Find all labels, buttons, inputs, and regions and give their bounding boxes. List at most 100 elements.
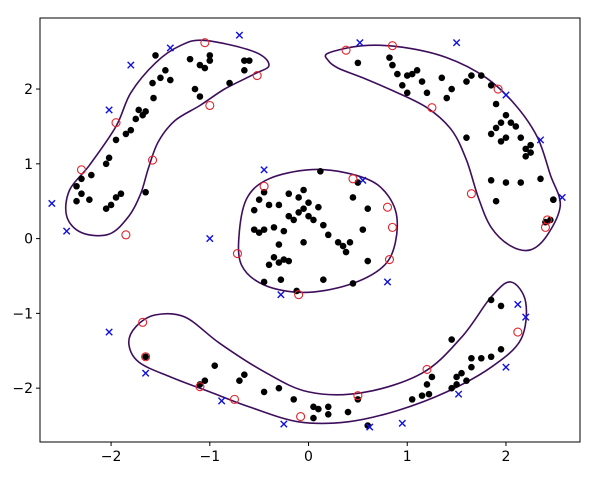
inlier-point xyxy=(497,138,505,145)
inlier-point xyxy=(250,206,258,214)
inlier-point xyxy=(275,384,283,392)
support-vector-point xyxy=(466,189,476,199)
inlier-point xyxy=(236,377,243,384)
inlier-point xyxy=(408,396,416,403)
inlier-point xyxy=(206,57,214,64)
inlier-point xyxy=(265,201,273,209)
outlier-point xyxy=(141,369,150,377)
inlier-point xyxy=(127,126,135,134)
inlier-point xyxy=(162,67,169,74)
support-vector-point xyxy=(382,202,393,212)
support-vector-point xyxy=(138,317,148,327)
inlier-point xyxy=(517,179,525,186)
outlier-stroke xyxy=(141,369,150,377)
support-vector-point xyxy=(259,181,269,191)
inlier-point xyxy=(324,411,332,418)
inlier-point xyxy=(139,111,146,119)
inlier-point xyxy=(468,354,475,362)
outlier-stroke xyxy=(356,38,364,47)
outlier-point xyxy=(105,328,113,336)
decision-boundaries xyxy=(64,39,562,425)
inlier-point xyxy=(260,278,268,286)
support-vector-point xyxy=(427,103,437,113)
support-vector-point xyxy=(387,41,397,51)
inlier-point xyxy=(285,190,293,198)
inlier-point xyxy=(463,78,470,85)
support-vector-point xyxy=(422,364,432,375)
inlier-point xyxy=(112,136,120,144)
inlier-point xyxy=(408,70,416,78)
inlier-point xyxy=(403,89,411,97)
inlier-point xyxy=(522,153,530,160)
outlier-point xyxy=(366,423,374,431)
support-vector-point xyxy=(513,327,523,337)
inlier-point xyxy=(550,196,557,204)
outlier-stroke xyxy=(536,136,545,144)
outlier-stroke xyxy=(166,44,175,52)
inlier-point xyxy=(522,145,530,153)
outlier-stroke xyxy=(206,234,214,243)
inlier-point xyxy=(487,296,495,304)
inlier-point xyxy=(201,64,209,72)
inlier-point xyxy=(86,196,93,204)
inlier-point xyxy=(492,124,500,132)
inlier-point xyxy=(453,381,460,388)
inlier-point xyxy=(102,205,110,212)
inlier-point xyxy=(73,182,80,190)
outlier-point xyxy=(48,199,56,208)
inlier-point xyxy=(497,345,505,353)
inlier-point xyxy=(295,194,302,201)
inlier-point xyxy=(122,130,130,138)
support-vector-point xyxy=(121,230,131,240)
support-vector-point xyxy=(76,165,87,175)
y-tick-label: 1 xyxy=(24,157,33,173)
inlier-point xyxy=(389,61,396,69)
inlier-point xyxy=(423,89,431,97)
inlier-point xyxy=(468,363,475,371)
inlier-point xyxy=(487,353,495,361)
inlier-point xyxy=(102,160,110,168)
outlier-stroke xyxy=(359,176,367,184)
inlier-point xyxy=(196,93,204,100)
inlier-point xyxy=(196,381,204,388)
inlier-point xyxy=(438,74,446,82)
inlier-point xyxy=(537,175,544,183)
inlier-point xyxy=(157,74,164,82)
x-tick-label: 2 xyxy=(501,449,510,465)
outlier-stroke xyxy=(217,397,226,405)
support-vector-point xyxy=(252,71,262,81)
inlier-point xyxy=(260,188,268,196)
inlier-point xyxy=(468,72,475,79)
y-tick-label: 2 xyxy=(24,82,33,98)
support-vector-point xyxy=(348,174,358,184)
outlier-point xyxy=(359,176,367,184)
inlier-point xyxy=(339,242,347,250)
outlier-stroke xyxy=(62,227,71,235)
data-points xyxy=(48,31,566,431)
inlier-point xyxy=(211,362,219,370)
inlier-point xyxy=(320,221,327,229)
outlier-stroke xyxy=(235,31,244,39)
inlier-point xyxy=(497,302,505,310)
outlier-point xyxy=(260,166,268,174)
inlier-point xyxy=(346,239,354,246)
inlier-point xyxy=(334,239,342,246)
inlier-point xyxy=(364,205,372,212)
support-vector-point xyxy=(296,412,306,422)
outlier-stroke xyxy=(383,278,392,286)
inlier-point xyxy=(425,390,433,398)
inlier-point xyxy=(418,78,426,85)
outlier-stroke xyxy=(105,328,113,336)
inlier-point xyxy=(448,336,455,343)
inlier-point xyxy=(310,403,317,411)
inlier-point xyxy=(305,199,312,207)
outlier-point xyxy=(356,38,364,47)
inlier-point xyxy=(241,57,248,64)
inlier-point xyxy=(277,276,285,284)
inlier-point xyxy=(477,72,485,79)
inlier-point xyxy=(349,280,357,287)
x-axis: −2 −1 0 1 2 xyxy=(101,442,510,465)
outlier-stroke xyxy=(454,390,463,398)
support-vector-point xyxy=(232,249,242,259)
inlier-point xyxy=(386,54,393,61)
